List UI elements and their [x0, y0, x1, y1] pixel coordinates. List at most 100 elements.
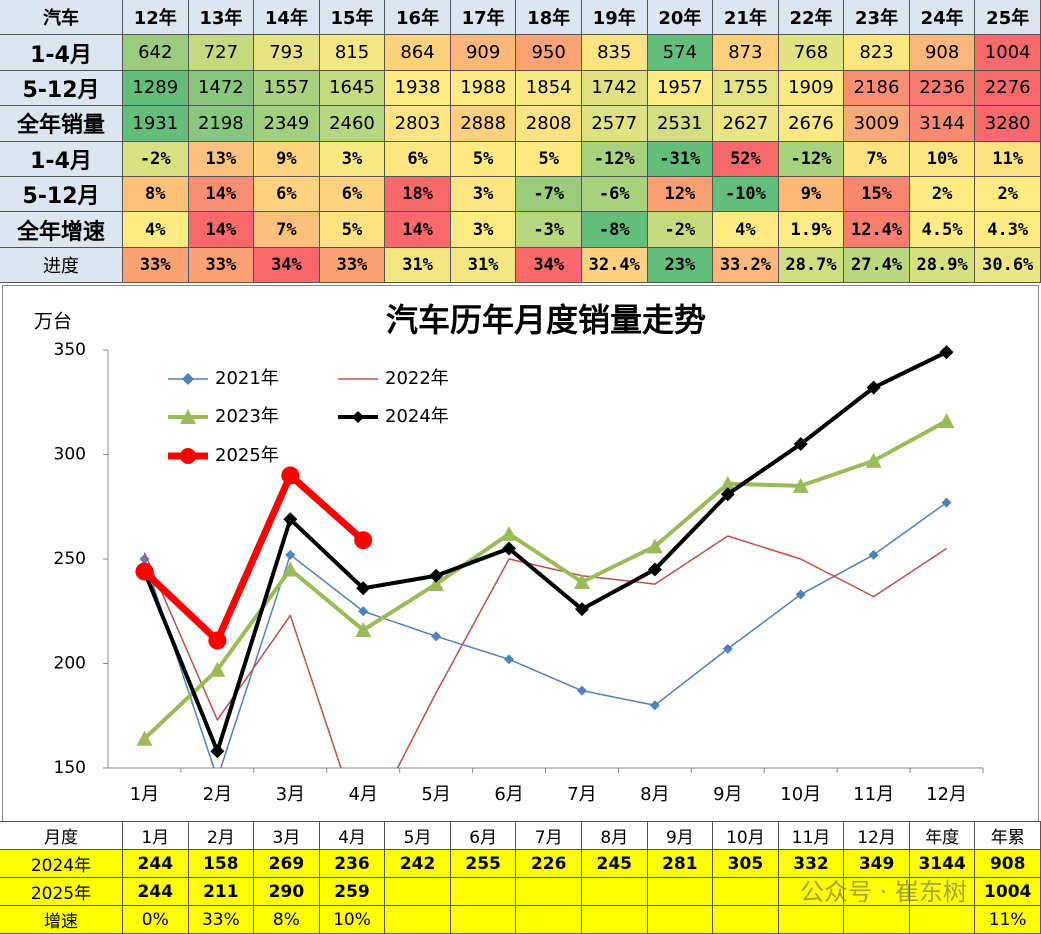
value-cell: 574: [646, 34, 714, 71]
x-tick-label: 6月: [494, 784, 523, 805]
value-cell: 1755: [712, 69, 779, 107]
value-cell: 13%: [187, 140, 255, 177]
x-tick-label: 1月: [130, 784, 159, 805]
value-cell: -6%: [580, 175, 648, 213]
value-cell: 864: [384, 34, 451, 71]
value-cell: 3%: [318, 140, 386, 177]
value-cell: 28.7%: [777, 246, 845, 284]
value-cell: 5%: [318, 211, 386, 248]
header-cell: 14年: [253, 0, 320, 36]
value-cell: 909: [449, 34, 517, 71]
value-cell: 823: [843, 34, 910, 71]
chart-title: 汽车历年月度销量走势: [386, 301, 706, 339]
value-cell: 211: [187, 877, 255, 906]
value-cell: -10%: [712, 175, 779, 213]
x-tick-label: 9月: [713, 784, 742, 805]
value-cell: 14%: [187, 175, 255, 213]
value-cell: 1742: [580, 69, 648, 107]
value-cell: [843, 877, 910, 906]
series-line: [143, 501, 947, 768]
row-label: 1-4月: [0, 34, 123, 71]
row-label: 5-12月: [0, 69, 123, 107]
marker: [865, 452, 882, 468]
header-cell: 10月: [712, 821, 779, 850]
value-cell: 2808: [515, 105, 582, 142]
y-tick-label: 250: [54, 549, 86, 569]
marker: [722, 643, 733, 654]
value-cell: 4%: [712, 211, 779, 248]
marker: [210, 744, 225, 759]
value-cell: 1938: [384, 69, 451, 107]
value-cell: 2577: [580, 105, 648, 142]
header-cell: 13年: [187, 0, 255, 36]
marker: [649, 700, 660, 711]
value-cell: 7%: [843, 140, 910, 177]
marker: [283, 512, 298, 527]
header-cell: 22年: [777, 0, 845, 36]
value-cell: 642: [122, 34, 189, 71]
value-cell: 2198: [187, 105, 255, 142]
y-tick-label: 150: [54, 758, 86, 778]
value-cell: 349: [843, 849, 910, 878]
value-cell: 290: [253, 877, 320, 906]
legend-label: 2021年: [215, 368, 279, 389]
value-cell: 3144: [908, 105, 976, 142]
value-cell: 6%: [384, 140, 451, 177]
x-tick-label: 3月: [276, 784, 305, 805]
marker: [866, 380, 881, 395]
marker: [939, 345, 954, 360]
value-cell: 835: [580, 34, 648, 71]
value-cell: 9%: [253, 140, 320, 177]
header-cell: 汽车: [0, 0, 123, 36]
marker: [938, 413, 955, 429]
value-cell: 3009: [843, 105, 910, 142]
x-tick-label: 2月: [203, 784, 232, 805]
value-cell: [580, 877, 648, 906]
header-cell: 月度: [0, 821, 123, 850]
header-cell: 16年: [384, 0, 451, 36]
value-cell: -2%: [646, 211, 714, 248]
value-cell: [384, 877, 451, 906]
value-cell: -31%: [646, 140, 714, 177]
row-label: 增速: [0, 905, 123, 934]
row-label: 全年销量: [0, 105, 123, 142]
legend-marker: [182, 373, 194, 385]
value-cell: 3%: [449, 211, 517, 248]
value-cell: -12%: [580, 140, 648, 177]
row-label: 5-12月: [0, 175, 123, 213]
value-cell: 27.4%: [843, 246, 910, 284]
marker: [281, 466, 300, 485]
marker: [136, 730, 153, 746]
value-cell: 2%: [974, 175, 1041, 213]
value-cell: 3144: [908, 849, 976, 878]
value-cell: 4%: [122, 211, 189, 248]
value-cell: 2627: [712, 105, 779, 142]
header-cell: 18年: [515, 0, 582, 36]
value-cell: 1931: [122, 105, 189, 142]
value-cell: 2888: [449, 105, 517, 142]
y-tick-label: 300: [54, 445, 86, 465]
value-cell: 1557: [253, 69, 320, 107]
marker: [868, 549, 879, 560]
value-cell: 1645: [318, 69, 386, 107]
header-cell: 11月: [777, 821, 845, 850]
value-cell: 4.5%: [908, 211, 976, 248]
value-cell: 1854: [515, 69, 582, 107]
marker: [431, 631, 442, 642]
value-cell: 8%: [122, 175, 189, 213]
value-cell: 10%: [908, 140, 976, 177]
value-cell: 30.6%: [974, 246, 1041, 284]
value-cell: 2276: [974, 69, 1041, 107]
value-cell: 873: [712, 34, 779, 71]
header-cell: 3月: [253, 821, 320, 850]
value-cell: 244: [122, 877, 189, 906]
value-cell: 8%: [253, 905, 320, 934]
y-unit: 万台: [34, 311, 72, 333]
value-cell: -8%: [580, 211, 648, 248]
header-cell: 7月: [515, 821, 582, 850]
x-tick-label: 8月: [640, 784, 669, 805]
value-cell: 34%: [253, 246, 320, 284]
value-cell: 1289: [122, 69, 189, 107]
value-cell: 6%: [318, 175, 386, 213]
